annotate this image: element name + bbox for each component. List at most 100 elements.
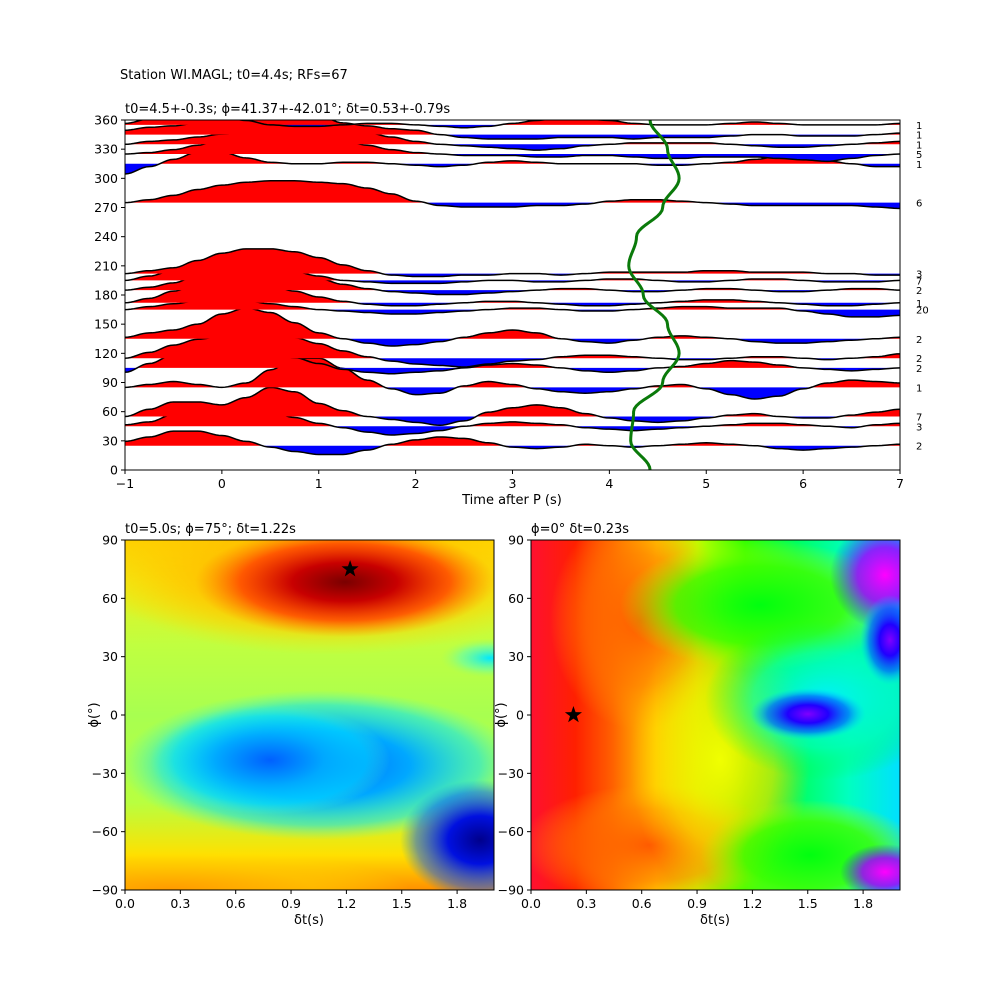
y-tick-label: 60	[508, 591, 524, 606]
x-tick-label: 7	[896, 476, 904, 491]
rf-count-label: 7	[916, 413, 922, 424]
y-tick-label: −60	[92, 824, 118, 839]
y-tick-label: 120	[94, 346, 118, 361]
x-tick-label: 0.3	[170, 896, 190, 911]
x-tick-label: 1.8	[447, 896, 467, 911]
rf-traces-panel: t0=4.5+-0.3s; ϕ=41.37+-42.01°; δt=0.53+-…	[94, 102, 929, 508]
rf-count-label: 1	[916, 140, 922, 151]
stack-map-axes: 0.0 0.3 0.6 0.9 1.2 1.5 1.8 −90 −60 −30 0 30 60 90	[498, 533, 873, 912]
delay-fit-curve	[627, 120, 681, 470]
x-tick-label: 0.6	[632, 896, 652, 911]
y-tick-label: 300	[94, 171, 118, 186]
rf-positive-fill	[125, 308, 900, 339]
rf-count-label: 3	[916, 422, 922, 433]
energy-map-image	[125, 540, 494, 890]
y-tick-label: 360	[94, 113, 118, 128]
rf-positive-fill	[125, 387, 900, 417]
rf-count-label: 2	[916, 354, 922, 365]
y-tick-label: 30	[102, 649, 118, 664]
y-tick-label: −30	[498, 766, 524, 781]
rf-count-label: 2	[916, 286, 922, 297]
rf-count-label: 1	[916, 121, 922, 132]
x-tick-label: 0.9	[687, 896, 707, 911]
rf-axes: −1 0 1 2 3 4 5 6 7030609012015018021024027030033…	[94, 113, 904, 492]
rf-count-label: 1	[916, 131, 922, 142]
y-tick-label: 60	[102, 404, 118, 419]
energy-map-title: t0=5.0s; ϕ=75°; δt=1.22s	[125, 522, 296, 537]
x-tick-label: 0.3	[576, 896, 596, 911]
rf-x-axis-label: Time after P (s)	[461, 493, 562, 508]
stack-map-panel: ϕ=0° δt=0.23s 0.0 0.3 0.6 0.9 1.2 1.5 1.8 −90 −6…	[494, 522, 901, 928]
rf-trace-line	[125, 120, 900, 129]
star-icon	[341, 560, 359, 577]
rf-trace-line	[125, 180, 900, 210]
energy-map-star-marker	[341, 560, 359, 577]
y-tick-label: 330	[94, 142, 118, 157]
rf-trace	[125, 430, 900, 456]
y-tick-label: −30	[92, 766, 118, 781]
rf-positive-fill	[125, 124, 900, 155]
rf-trace-line	[125, 248, 900, 278]
stack-map-title: ϕ=0° δt=0.23s	[531, 522, 629, 537]
y-tick-label: 60	[102, 591, 118, 606]
rf-panel-title: t0=4.5+-0.3s; ϕ=41.37+-42.01°; δt=0.53+-…	[125, 102, 450, 117]
stack-map-y-label: ϕ(°)	[494, 702, 509, 727]
rf-trace	[125, 248, 900, 278]
rf-count-label: 3	[916, 270, 922, 281]
x-tick-label: 0.9	[281, 896, 301, 911]
rf-negative-fill	[125, 154, 900, 162]
x-tick-label: 1.8	[853, 896, 873, 911]
x-tick-label: 0.0	[115, 896, 135, 911]
rf-plot-area	[125, 120, 900, 470]
y-tick-label: −60	[498, 824, 524, 839]
energy-map-panel: t0=5.0s; ϕ=75°; δt=1.22s 0.0 0.3 0.6 0.9 1.2…	[87, 522, 495, 928]
rf-negative-fill	[125, 134, 900, 139]
rf-count-label: 1	[916, 299, 922, 310]
y-tick-label: 90	[508, 533, 524, 548]
x-tick-label: 4	[605, 476, 613, 491]
rf-negative-fill	[125, 445, 900, 455]
y-tick-label: 0	[110, 708, 118, 723]
x-tick-label: 6	[799, 476, 807, 491]
rf-count-label: 1	[916, 383, 922, 394]
x-tick-label: 2	[412, 476, 420, 491]
x-tick-label: 0.0	[521, 896, 541, 911]
rf-count-label: 20	[916, 306, 929, 317]
x-tick-label: 1.2	[742, 896, 762, 911]
y-tick-label: 0	[516, 708, 524, 723]
figure-suptitle: Station WI.MAGL; t0=4.4s; RFs=67	[120, 68, 348, 83]
rf-negative-fill	[125, 144, 900, 151]
rf-count-label: 1	[916, 160, 922, 171]
rf-trace-line	[125, 120, 900, 140]
star-icon	[564, 706, 582, 723]
rf-negative-fill	[125, 338, 900, 347]
stack-map-star-marker	[564, 706, 582, 723]
y-tick-label: 270	[94, 200, 118, 215]
x-tick-label: 0	[218, 476, 226, 491]
energy-map-axes: 0.0 0.3 0.6 0.9 1.2 1.5 1.8 −90 −60 −30 0 30 60 90	[92, 533, 467, 912]
y-tick-label: −90	[498, 883, 524, 898]
y-tick-label: 90	[102, 533, 118, 548]
rf-positive-fill	[125, 120, 900, 135]
rf-trace-line	[125, 386, 900, 427]
y-tick-label: 30	[102, 433, 118, 448]
rf-positive-fill	[125, 334, 900, 359]
y-tick-label: 0	[110, 463, 118, 478]
rf-negative-fill	[125, 426, 900, 435]
y-tick-label: 240	[94, 229, 118, 244]
rf-trace	[125, 386, 900, 427]
y-tick-label: 150	[94, 317, 118, 332]
x-tick-label: 0.6	[226, 896, 246, 911]
rf-count-label: 2	[916, 335, 922, 346]
rf-trace-line	[125, 357, 900, 400]
rf-count-label: 6	[916, 199, 922, 210]
rf-negative-fill	[125, 367, 900, 374]
rf-count-label: 7	[916, 276, 922, 287]
x-tick-label: 1	[315, 476, 323, 491]
stack-map-image	[531, 540, 900, 890]
rf-count-label: 2	[916, 442, 922, 453]
y-tick-label: 210	[94, 258, 118, 273]
stack-map-x-label: δt(s)	[700, 913, 730, 928]
x-tick-label: 1.2	[336, 896, 356, 911]
